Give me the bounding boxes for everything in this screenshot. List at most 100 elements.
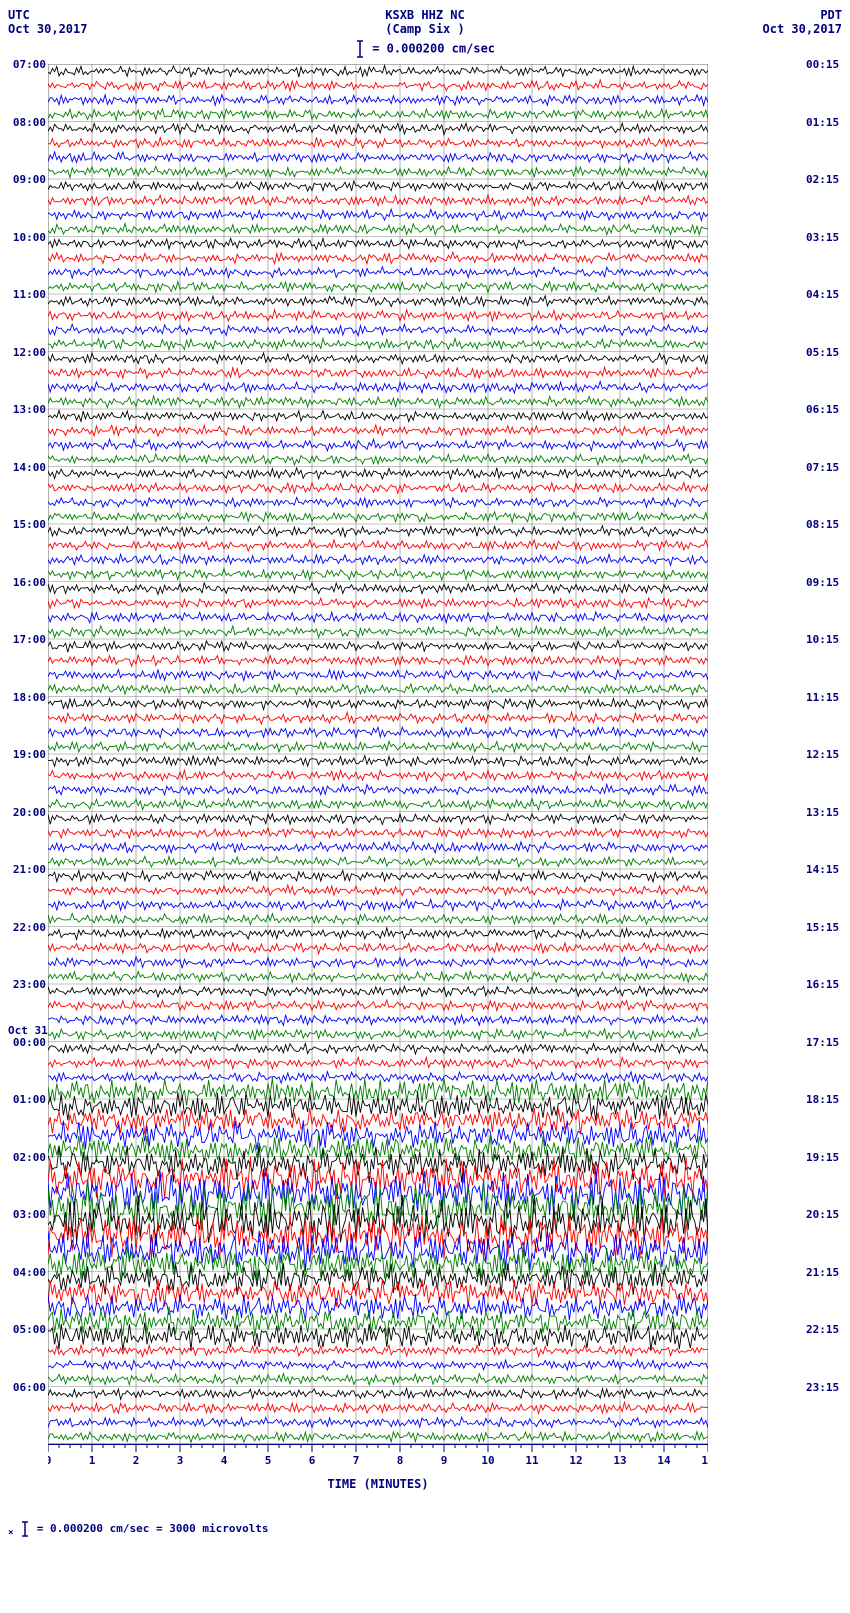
header-left: UTC Oct 30,2017 (8, 8, 108, 36)
x-tick-label: 2 (133, 1454, 140, 1467)
tz-left: UTC (8, 8, 108, 22)
x-tick-label: 12 (569, 1454, 582, 1467)
utc-hour-label: 17:00 (8, 633, 46, 646)
trace-line (48, 1432, 708, 1443)
trace-line (48, 137, 708, 148)
utc-hour-label: 10:00 (8, 231, 46, 244)
utc-hour-label: 02:00 (8, 1151, 46, 1164)
trace-line (48, 1402, 708, 1413)
utc-hour-label: 07:00 (8, 58, 46, 71)
footer-scale: × = 0.000200 cm/sec = 3000 microvolts (8, 1521, 842, 1538)
trace-line (48, 554, 708, 565)
trace-line (48, 1015, 708, 1026)
scale-bar-icon (20, 1521, 30, 1537)
trace-line (48, 871, 708, 882)
utc-hour-label: 20:00 (8, 806, 46, 819)
trace-line (48, 439, 708, 451)
scale-text: = 0.000200 cm/sec (372, 42, 495, 56)
trace-line (48, 655, 708, 666)
trace-line (48, 109, 708, 120)
trace-line (48, 856, 708, 867)
trace-line (48, 1029, 708, 1041)
trace-line (48, 957, 708, 968)
utc-hour-label: 11:00 (8, 288, 46, 301)
trace-line (48, 814, 708, 825)
tz-right: PDT (742, 8, 842, 22)
x-tick-label: 15 (701, 1454, 708, 1467)
trace-line (48, 267, 708, 278)
pdt-hour-label: 15:15 (806, 921, 842, 934)
trace-line (48, 727, 708, 738)
x-tick-label: 14 (657, 1454, 671, 1467)
trace-line (48, 784, 708, 795)
trace-line (48, 66, 708, 78)
trace-line (48, 712, 708, 724)
trace-line (48, 252, 708, 264)
trace-line (48, 799, 708, 810)
trace-line (48, 512, 708, 522)
trace-line (48, 885, 708, 896)
trace-line (48, 310, 708, 322)
utc-hour-label: 08:00 (8, 116, 46, 129)
x-tick-label: 7 (353, 1454, 360, 1467)
pdt-hour-label: 11:15 (806, 691, 842, 704)
trace-line (48, 367, 708, 378)
utc-hour-label: 00:00 (8, 1036, 46, 1049)
trace-line (48, 152, 708, 163)
pdt-hour-label: 04:15 (806, 288, 842, 301)
utc-hour-label: 03:00 (8, 1208, 46, 1221)
utc-hour-label: 04:00 (8, 1266, 46, 1279)
trace-line (48, 382, 708, 394)
x-tick-label: 4 (221, 1454, 228, 1467)
pdt-hour-label: 03:15 (806, 231, 842, 244)
plot-wrapper: 07:0000:1508:0001:1509:0002:1510:0003:15… (8, 64, 842, 1444)
pdt-hour-label: 17:15 (806, 1036, 842, 1049)
header-center: KSXB HHZ NC (Camp Six ) (108, 8, 742, 36)
footer-text: = 0.000200 cm/sec = 3000 microvolts (37, 1522, 269, 1535)
station-code: KSXB HHZ NC (108, 8, 742, 22)
trace-line (48, 483, 708, 494)
trace-line (48, 410, 708, 421)
date-right: Oct 30,2017 (742, 22, 842, 36)
trace-line (48, 526, 708, 537)
trace-line (48, 338, 708, 349)
utc-hour-label: 15:00 (8, 518, 46, 531)
trace-line (48, 324, 708, 336)
trace-line (48, 1417, 708, 1428)
trace-line (48, 1374, 708, 1385)
trace-line (48, 1345, 708, 1356)
pdt-hour-label: 06:15 (806, 403, 842, 416)
scale-bar-icon (355, 40, 365, 58)
pdt-hour-label: 21:15 (806, 1266, 842, 1279)
trace-line (48, 238, 708, 249)
pdt-hour-label: 00:15 (806, 58, 842, 71)
x-tick-label: 8 (397, 1454, 404, 1467)
trace-line (48, 928, 708, 940)
trace-line (48, 540, 708, 551)
trace-line (48, 756, 708, 767)
trace-line (48, 296, 708, 307)
trace-line (48, 1230, 708, 1272)
trace-line (48, 842, 708, 853)
utc-hour-label: 14:00 (8, 461, 46, 474)
seismogram-plot (48, 64, 708, 1444)
x-axis-label: TIME (MINUTES) (48, 1477, 708, 1491)
trace-line (48, 569, 708, 581)
trace-line (48, 181, 708, 191)
trace-line (48, 641, 708, 653)
pdt-hour-label: 20:15 (806, 1208, 842, 1221)
trace-line (48, 1108, 708, 1134)
trace-line (48, 209, 708, 220)
scale-indicator: = 0.000200 cm/sec (8, 40, 842, 58)
trace-line (48, 684, 708, 695)
utc-hour-label: 22:00 (8, 921, 46, 934)
x-tick-label: 10 (481, 1454, 494, 1467)
utc-hour-label: 05:00 (8, 1323, 46, 1336)
trace-line (48, 943, 708, 954)
utc-hour-label: 16:00 (8, 576, 46, 589)
station-location: (Camp Six ) (108, 22, 742, 36)
pdt-hour-label: 12:15 (806, 748, 842, 761)
x-tick-label: 5 (265, 1454, 272, 1467)
trace-line (48, 626, 708, 638)
trace-line (48, 497, 708, 507)
